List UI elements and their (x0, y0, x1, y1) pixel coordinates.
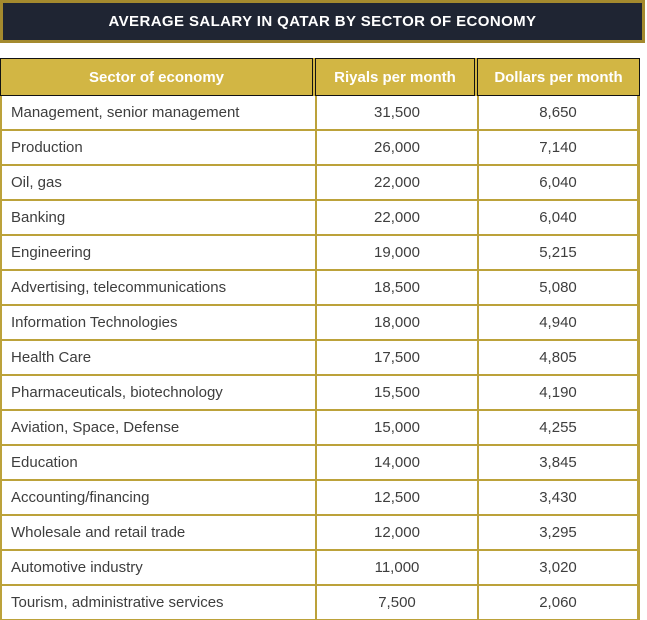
table-row: Production 26,000 7,140 (2, 131, 637, 166)
dollars-cell: 4,940 (477, 306, 637, 339)
table-body: Management, senior management 31,500 8,6… (0, 96, 640, 620)
table-row: Banking 22,000 6,040 (2, 201, 637, 236)
riyals-cell: 22,000 (315, 201, 477, 234)
dollars-cell: 4,255 (477, 411, 637, 444)
table-row: Information Technologies 18,000 4,940 (2, 306, 637, 341)
table-row: Education 14,000 3,845 (2, 446, 637, 481)
page-title: AVERAGE SALARY IN QATAR BY SECTOR OF ECO… (108, 13, 537, 30)
table-row: Pharmaceuticals, biotechnology 15,500 4,… (2, 376, 637, 411)
sector-cell: Education (11, 454, 78, 471)
riyals-cell: 18,000 (315, 306, 477, 339)
dollars-cell: 6,040 (477, 166, 637, 199)
riyals-cell: 11,000 (315, 551, 477, 584)
dollars-cell: 3,430 (477, 481, 637, 514)
table-row: Tourism, administrative services 7,500 2… (2, 586, 637, 620)
dollars-cell: 8,650 (477, 96, 637, 129)
riyals-cell: 18,500 (315, 271, 477, 304)
sector-cell: Automotive industry (11, 559, 143, 576)
riyals-cell: 17,500 (315, 341, 477, 374)
table-row: Accounting/financing 12,500 3,430 (2, 481, 637, 516)
table-row: Wholesale and retail trade 12,000 3,295 (2, 516, 637, 551)
riyals-cell: 15,000 (315, 411, 477, 444)
riyals-cell: 19,000 (315, 236, 477, 269)
dollars-cell: 3,295 (477, 516, 637, 549)
sector-cell: Wholesale and retail trade (11, 524, 186, 541)
table-row: Advertising, telecommunications 18,500 5… (2, 271, 637, 306)
dollars-cell: 4,805 (477, 341, 637, 374)
table-row: Engineering 19,000 5,215 (2, 236, 637, 271)
sector-cell: Accounting/financing (11, 489, 150, 506)
sector-cell: Tourism, administrative services (11, 594, 224, 611)
salary-table: Sector of economy Riyals per month Dolla… (0, 58, 640, 620)
table-row: Automotive industry 11,000 3,020 (2, 551, 637, 586)
sector-cell: Advertising, telecommunications (11, 279, 227, 296)
riyals-cell: 12,500 (315, 481, 477, 514)
column-header-sector: Sector of economy (0, 58, 313, 96)
riyals-cell: 12,000 (315, 516, 477, 549)
sector-cell: Pharmaceuticals, biotechnology (11, 384, 223, 401)
dollars-cell: 5,215 (477, 236, 637, 269)
sector-cell: Engineering (11, 244, 92, 261)
sector-cell: Health Care (11, 349, 92, 366)
riyals-cell: 14,000 (315, 446, 477, 479)
sector-cell: Production (11, 139, 83, 156)
table-row: Aviation, Space, Defense 15,000 4,255 (2, 411, 637, 446)
dollars-cell: 2,060 (477, 586, 637, 619)
column-header-riyals: Riyals per month (315, 58, 475, 96)
sector-cell: Aviation, Space, Defense (11, 419, 180, 436)
riyals-cell: 22,000 (315, 166, 477, 199)
riyals-cell: 7,500 (315, 586, 477, 619)
table-row: Management, senior management 31,500 8,6… (2, 96, 637, 131)
riyals-cell: 26,000 (315, 131, 477, 164)
dollars-cell: 3,845 (477, 446, 637, 479)
title-bar: AVERAGE SALARY IN QATAR BY SECTOR OF ECO… (0, 0, 645, 43)
dollars-cell: 4,190 (477, 376, 637, 409)
sector-cell: Information Technologies (11, 314, 178, 331)
sector-cell: Banking (11, 209, 66, 226)
sector-cell: Oil, gas (11, 174, 62, 191)
riyals-cell: 31,500 (315, 96, 477, 129)
table-row: Health Care 17,500 4,805 (2, 341, 637, 376)
dollars-cell: 5,080 (477, 271, 637, 304)
table-row: Oil, gas 22,000 6,040 (2, 166, 637, 201)
dollars-cell: 6,040 (477, 201, 637, 234)
sector-cell: Management, senior management (11, 104, 240, 121)
table-header-row: Sector of economy Riyals per month Dolla… (0, 58, 640, 96)
column-header-dollars: Dollars per month (477, 58, 640, 96)
riyals-cell: 15,500 (315, 376, 477, 409)
dollars-cell: 3,020 (477, 551, 637, 584)
dollars-cell: 7,140 (477, 131, 637, 164)
